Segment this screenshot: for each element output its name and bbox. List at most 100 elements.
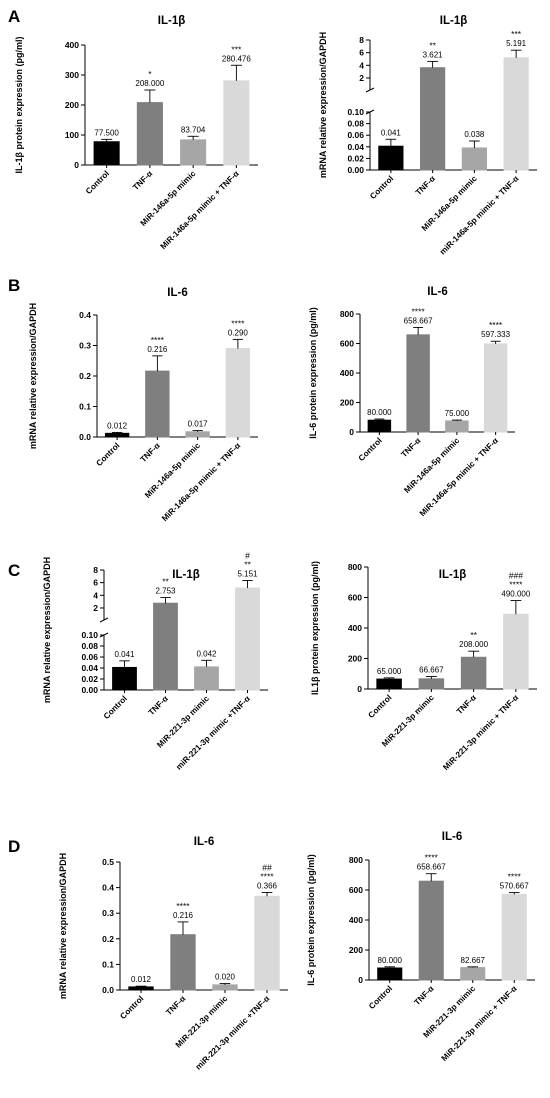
data-label: 208.000 bbox=[459, 640, 488, 649]
significance-marker: ** bbox=[244, 559, 251, 569]
bar-2 bbox=[145, 370, 170, 438]
x-tick-label: TNF-α bbox=[399, 436, 422, 459]
bar-1 bbox=[104, 432, 130, 438]
y-tick-label: 0.0 bbox=[102, 985, 114, 995]
significance-marker: ** bbox=[162, 577, 169, 587]
chart-a-right: IL-1β mRNA relative expression/GAPDH 2 4 6 8 0… bbox=[318, 15, 537, 257]
x-tick-label: Control bbox=[102, 694, 129, 721]
bar-1 bbox=[367, 419, 392, 433]
significance-marker: **** bbox=[176, 901, 190, 911]
y-tick-label: 0.10 bbox=[81, 630, 98, 640]
bar-3 bbox=[185, 431, 210, 438]
x-tick-label: Control bbox=[367, 693, 394, 720]
y-tick-label: 0 bbox=[357, 684, 362, 694]
data-label: 597.333 bbox=[481, 330, 510, 339]
y-tick-label: 400 bbox=[348, 623, 362, 633]
panel-letter-a: A bbox=[8, 7, 20, 26]
y-tick-label: 0 bbox=[74, 160, 79, 170]
y-tick-label: 6 bbox=[93, 578, 98, 588]
bar-1 bbox=[377, 967, 403, 981]
y-tick-label: 200 bbox=[340, 398, 354, 408]
y-tick-label: 0 bbox=[358, 975, 363, 985]
y-axis-label: IL-6 protein expression (pg/ml) bbox=[306, 854, 316, 986]
bar-2 bbox=[136, 102, 163, 166]
chart-a-left: IL-1β IL-1β protein expression (pg/ml) 0 10… bbox=[14, 15, 258, 251]
data-label: 570.667 bbox=[500, 882, 529, 891]
x-tick-label: MiR-221-3p mimic + TNF-α bbox=[440, 984, 519, 1063]
chart-d-left: IL-6 mRNA relative expression/GAPDH 0.0 0.1… bbox=[58, 836, 288, 1072]
y-tick-label: 0.06 bbox=[347, 130, 364, 140]
chart-title: IL-6 bbox=[194, 836, 214, 848]
y-tick-label: 0.04 bbox=[81, 663, 98, 673]
y-tick-label: 200 bbox=[65, 100, 79, 110]
y-tick-label: 6 bbox=[359, 48, 364, 58]
bar-1 bbox=[376, 678, 402, 690]
x-tick-label: MiR-146a-5p mimic + TNF-α bbox=[160, 441, 242, 523]
bar-2 bbox=[420, 67, 446, 171]
x-tick-label: miR-146a-5p mimic + TNF-α bbox=[438, 174, 520, 256]
y-tick-label: 4 bbox=[359, 60, 364, 70]
data-label: 0.038 bbox=[464, 130, 485, 139]
x-tick-label: MiR-146a-5p mimic + TNF-α bbox=[418, 436, 500, 518]
y-tick-label: 8 bbox=[359, 35, 364, 45]
bar-3 bbox=[460, 656, 487, 690]
chart-b-right: IL-6 IL-6 protein expression (pg/ml) 0 200 4… bbox=[308, 286, 515, 518]
bar-1 bbox=[128, 986, 154, 991]
chart-title: IL-1β bbox=[440, 15, 467, 27]
data-label: 0.012 bbox=[107, 421, 128, 430]
bar-1 bbox=[112, 666, 137, 691]
data-label: 0.012 bbox=[131, 975, 152, 984]
bar-4 bbox=[235, 587, 260, 691]
data-label: 77.500 bbox=[94, 128, 119, 137]
significance-marker: **** bbox=[151, 335, 165, 345]
y-tick-label: 2 bbox=[93, 603, 98, 613]
data-label: 82.667 bbox=[461, 956, 486, 965]
significance-marker: **** bbox=[489, 320, 503, 330]
y-tick-label: 0.02 bbox=[347, 153, 364, 163]
x-tick-label: MiR-221-3p mimic + TNF-α bbox=[441, 693, 520, 772]
chart-title: IL-6 bbox=[167, 287, 187, 299]
y-tick-label: 400 bbox=[340, 368, 354, 378]
x-tick-label: Control bbox=[84, 169, 111, 196]
significance-marker: **** bbox=[260, 871, 274, 881]
y-tick-label: 0.4 bbox=[102, 883, 114, 893]
y-axis-label: mRNA relative expression/GAPDH bbox=[42, 557, 52, 703]
y-axis-label: IL1β protein expression (pg/ml) bbox=[310, 561, 320, 695]
x-tick-label: miR-221-3p mimic +TNF-α bbox=[174, 694, 252, 772]
data-label: 0.041 bbox=[114, 650, 135, 659]
y-tick-label: 0.00 bbox=[347, 165, 364, 175]
x-tick-label: TNF-α bbox=[147, 694, 170, 717]
y-tick-label: 800 bbox=[340, 309, 354, 319]
x-tick-label: TNF-α bbox=[131, 169, 154, 192]
y-tick-label: 0.4 bbox=[79, 310, 91, 320]
chart-title: IL-6 bbox=[442, 831, 462, 843]
charts-group: IL-1β IL-1β protein expression (pg/ml) 0 10… bbox=[14, 15, 537, 1072]
bar-4 bbox=[483, 343, 508, 433]
bar-4 bbox=[225, 348, 251, 438]
data-label: 66.667 bbox=[419, 666, 444, 675]
y-tick-label: 4 bbox=[93, 590, 98, 600]
y-tick-label: 0.00 bbox=[81, 685, 98, 695]
significance-marker: **** bbox=[508, 872, 522, 882]
significance-marker: **** bbox=[509, 580, 523, 590]
data-label: 0.290 bbox=[228, 328, 249, 337]
data-label: 3.621 bbox=[423, 50, 444, 59]
bar-4 bbox=[223, 80, 250, 166]
bar-2 bbox=[418, 678, 445, 690]
y-tick-label: 600 bbox=[340, 339, 354, 349]
y-tick-label: 0.1 bbox=[102, 959, 114, 969]
panel-letter-b: B bbox=[8, 276, 20, 295]
x-tick-label: Control bbox=[95, 441, 122, 468]
bar-2 bbox=[170, 934, 196, 991]
y-tick-label: 0.04 bbox=[347, 142, 364, 152]
x-tick-label: Control bbox=[368, 174, 395, 201]
y-tick-label: 600 bbox=[348, 593, 362, 603]
data-label: 65.000 bbox=[377, 667, 402, 676]
y-tick-label: 0.08 bbox=[81, 641, 98, 651]
significance-hash-marker: ## bbox=[262, 862, 272, 872]
y-tick-label: 400 bbox=[65, 40, 79, 50]
y-axis-label: mRNA relative expression/GAPDH bbox=[58, 853, 68, 999]
y-tick-label: 100 bbox=[65, 130, 79, 140]
bar-3 bbox=[212, 984, 238, 991]
